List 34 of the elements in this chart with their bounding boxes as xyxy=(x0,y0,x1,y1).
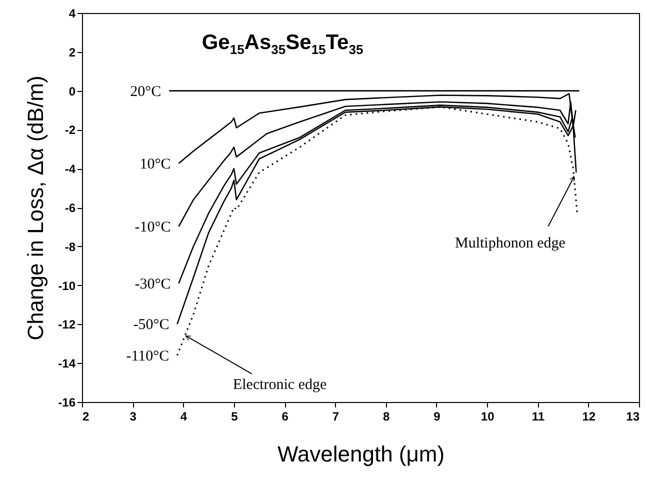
series-label: -10°C xyxy=(134,220,171,236)
y-tick-label: -6 xyxy=(64,201,76,215)
series-label: -50°C xyxy=(133,317,170,334)
x-tick-label: 13 xyxy=(626,410,640,424)
series-label: 20°C xyxy=(130,84,162,100)
x-tick-label: 2 xyxy=(82,410,90,424)
series-label: -30°C xyxy=(134,276,171,292)
x-tick-label: 3 xyxy=(130,410,137,424)
y-tick-label: -16 xyxy=(58,396,76,410)
series-label: -110°C xyxy=(126,348,170,364)
y-tick-label: -12 xyxy=(58,318,76,332)
y-axis-title: Change in Loss, Δα (dB/m) xyxy=(23,76,48,340)
x-tick-label: 7 xyxy=(332,410,340,424)
y-tick-label: 0 xyxy=(68,84,76,98)
series-label: 10°C xyxy=(140,156,171,172)
x-tick-label: 11 xyxy=(532,410,545,424)
y-tick-label: 4 xyxy=(68,6,76,20)
x-tick-label: 12 xyxy=(582,410,596,424)
y-tick-label: -4 xyxy=(64,162,76,176)
y-tick-label: -8 xyxy=(64,240,76,254)
x-tick-label: 5 xyxy=(231,410,238,424)
annotation: Multiphonon edge xyxy=(454,235,566,252)
x-axis-title: Wavelength (μm) xyxy=(277,442,445,466)
text: Ge$_{15}$As$_{35}$Se$_{15}$Te$_{35}$ xyxy=(202,31,364,58)
x-tick-label: 9 xyxy=(434,410,441,424)
y-tick-label: -10 xyxy=(58,278,76,293)
x-tick-label: 6 xyxy=(282,410,289,424)
y-tick-label: -14 xyxy=(58,356,76,371)
x-tick-label: 10 xyxy=(480,410,495,424)
y-tick-label: -2 xyxy=(64,123,76,138)
y-tick-label: 2 xyxy=(68,45,76,60)
x-tick-label: 4 xyxy=(180,410,188,424)
annotation: Electronic edge xyxy=(232,376,327,393)
x-tick-label: 8 xyxy=(382,410,390,424)
